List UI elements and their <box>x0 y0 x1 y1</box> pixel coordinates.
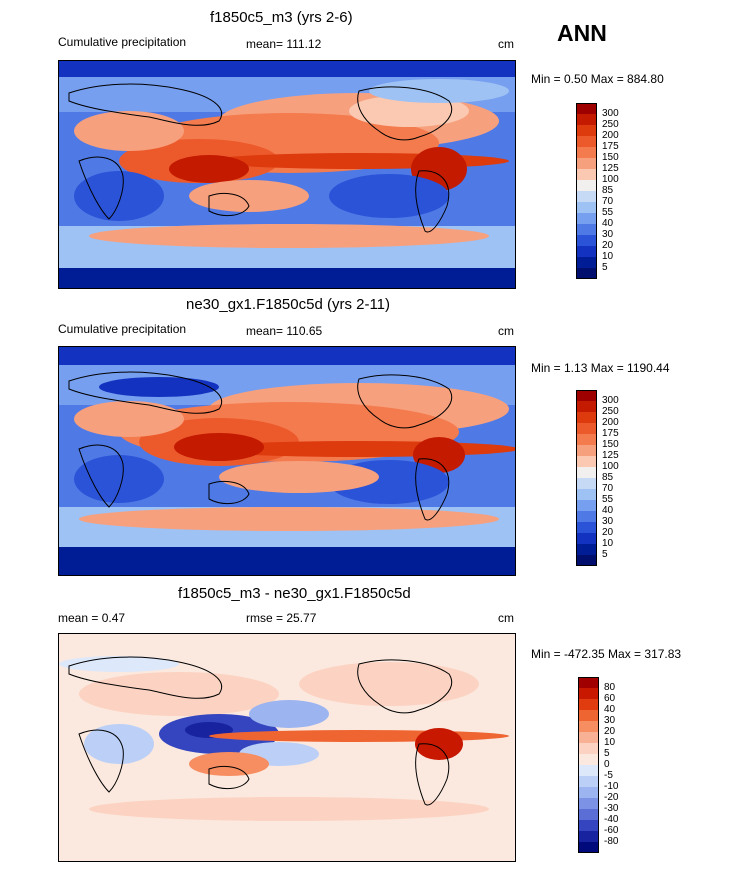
panel-3-colorbar-tick: 60 <box>604 693 616 704</box>
panel-1-colorbar-tick: 125 <box>602 163 619 174</box>
panel-1-colorbar-tick: 250 <box>602 119 619 130</box>
panel-1-minmax-label: Min = 0.50 Max = 884.80 <box>531 72 664 86</box>
panel-2-colorbar-tick: 250 <box>602 406 619 417</box>
panel-2-colorbar-tick: 10 <box>602 538 614 549</box>
panel-3-diff-field <box>59 634 515 861</box>
panel-3-colorbar-tick: 40 <box>604 704 616 715</box>
panel-1-colorbar-tick: 85 <box>602 185 614 196</box>
panel-3-colorbar-tick: 20 <box>604 726 616 737</box>
panel-3-colorbar-frame <box>578 677 599 853</box>
panel-3-colorbar-tick: -40 <box>604 814 619 825</box>
panel-3-map <box>58 633 516 862</box>
panel-3-colorbar-tick: 10 <box>604 737 616 748</box>
panel-2-colorbar-tick: 20 <box>602 527 614 538</box>
panel-3-rmse-label: rmse = 25.77 <box>246 611 317 625</box>
panel-3-colorbar-tick: -30 <box>604 803 619 814</box>
panel-1-variable-label: Cumulative precipitation <box>58 35 187 49</box>
panel-2-colorbar-tick: 40 <box>602 505 614 516</box>
panel-3-units-label: cm <box>498 611 514 625</box>
panel-1-map <box>58 60 516 289</box>
panel-2-units-label: cm <box>498 324 514 338</box>
panel-2-colorbar-tick: 125 <box>602 450 619 461</box>
panel-3-colorbar-tick: -80 <box>604 836 619 847</box>
panel-2-colorbar-tick: 85 <box>602 472 614 483</box>
panel-1-units-label: cm <box>498 37 514 51</box>
panel-2-colorbar-tick: 100 <box>602 461 619 472</box>
panel-3-colorbar-tick: 80 <box>604 682 616 693</box>
panel-3-mean-label: mean = 0.47 <box>58 611 126 625</box>
panel-1-colorbar-tick: 30 <box>602 229 614 240</box>
panel-2-colorbar-tick: 150 <box>602 439 619 450</box>
panel-2-colorbar-frame <box>576 390 597 566</box>
panel-1-colorbar-tick: 55 <box>602 207 614 218</box>
panel-3-colorbar-tick: -20 <box>604 792 619 803</box>
panel-2-colorbar-tick: 70 <box>602 483 614 494</box>
panel-1-title: f1850c5_m3 (yrs 2-6) <box>210 9 353 26</box>
panel-1-colorbar-tick: 40 <box>602 218 614 229</box>
panel-2-colorbar-tick: 300 <box>602 395 619 406</box>
panel-1-colorbar-tick: 150 <box>602 152 619 163</box>
panel-2-colorbar-tick: 30 <box>602 516 614 527</box>
panel-3-colorbar-tick: -10 <box>604 781 619 792</box>
panel-2-colorbar-tick: 175 <box>602 428 619 439</box>
panel-3-title: f1850c5_m3 - ne30_gx1.F1850c5d <box>178 585 411 602</box>
panel-2-title: ne30_gx1.F1850c5d (yrs 2-11) <box>186 296 391 313</box>
panel-3-colorbar-tick: 5 <box>604 748 610 759</box>
panel-3-colorbar-tick: -5 <box>604 770 613 781</box>
panel-2-map <box>58 346 516 576</box>
panel-2-mean-label: mean= 110.65 <box>246 324 323 338</box>
panel-3-colorbar-swatches <box>578 677 599 853</box>
panel-1-colorbar-tick: 70 <box>602 196 614 207</box>
panel-1-colorbar-tick: 20 <box>602 240 614 251</box>
panel-1-colorbar-tick: 100 <box>602 174 619 185</box>
panel-2-minmax-label: Min = 1.13 Max = 1190.44 <box>531 361 670 375</box>
panel-1-colorbar-tick: 10 <box>602 251 614 262</box>
panel-2-colorbar-tick: 55 <box>602 494 614 505</box>
panel-3-colorbar-tick: -60 <box>604 825 619 836</box>
panel-3-colorbar-tick: 0 <box>604 759 610 770</box>
panel-1-colorbar-tick: 200 <box>602 130 619 141</box>
panel-3-colorbar-tick: 30 <box>604 715 616 726</box>
panel-2-variable-label: Cumulative precipitation <box>58 322 187 336</box>
panel-1-colorbar-frame <box>576 103 597 279</box>
panel-1-colorbar-swatches <box>576 103 597 279</box>
panel-1-precip-field <box>59 61 515 288</box>
panel-2-precip-field <box>59 347 515 575</box>
panel-2-colorbar-swatches <box>576 390 597 566</box>
panel-2-colorbar-tick: 200 <box>602 417 619 428</box>
panel-1-colorbar-tick: 5 <box>602 262 608 273</box>
panel-3-minmax-label: Min = -472.35 Max = 317.83 <box>531 647 682 661</box>
panel-1-colorbar-tick: 300 <box>602 108 619 119</box>
panel-1-colorbar-tick: 175 <box>602 141 619 152</box>
season-label: ANN <box>557 20 607 46</box>
panel-2-colorbar-tick: 5 <box>602 549 608 560</box>
panel-1-mean-label: mean= 111.12 <box>246 37 322 51</box>
